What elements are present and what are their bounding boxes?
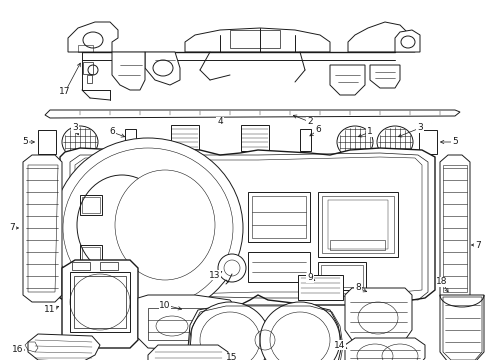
Polygon shape <box>187 305 341 360</box>
Text: 13: 13 <box>209 270 220 279</box>
Ellipse shape <box>218 254 245 282</box>
Bar <box>83 62 93 74</box>
Bar <box>74 276 126 328</box>
Text: 16: 16 <box>12 346 24 355</box>
Polygon shape <box>45 110 459 118</box>
Bar <box>317 262 365 290</box>
Bar <box>247 192 309 242</box>
Text: 3: 3 <box>72 123 78 132</box>
Bar <box>72 262 90 270</box>
Bar <box>320 265 362 287</box>
Polygon shape <box>28 334 100 360</box>
Polygon shape <box>138 295 238 350</box>
Polygon shape <box>60 148 434 308</box>
Text: 8: 8 <box>354 284 360 292</box>
Bar <box>80 245 102 265</box>
Bar <box>297 275 342 300</box>
Bar <box>82 247 100 263</box>
Ellipse shape <box>336 126 372 158</box>
Text: 1: 1 <box>366 127 372 136</box>
Text: 6: 6 <box>314 126 320 135</box>
Ellipse shape <box>62 126 98 158</box>
Ellipse shape <box>376 126 412 158</box>
Text: 2: 2 <box>306 117 312 126</box>
Ellipse shape <box>190 302 269 360</box>
Bar <box>321 196 393 253</box>
Bar <box>70 272 130 332</box>
Text: 18: 18 <box>435 278 447 287</box>
Bar <box>329 240 384 250</box>
Text: 4: 4 <box>217 117 223 126</box>
Text: 7: 7 <box>9 224 15 233</box>
Polygon shape <box>345 338 424 360</box>
Ellipse shape <box>63 148 232 308</box>
Bar <box>241 125 268 151</box>
Polygon shape <box>345 288 411 345</box>
Text: 14: 14 <box>334 341 345 350</box>
Polygon shape <box>439 155 469 302</box>
Bar <box>87 75 92 83</box>
Bar <box>171 125 199 151</box>
Ellipse shape <box>260 302 339 360</box>
Polygon shape <box>23 155 62 302</box>
Text: 5: 5 <box>22 138 28 147</box>
Ellipse shape <box>115 170 215 280</box>
Text: 6: 6 <box>109 127 115 136</box>
Bar <box>78 45 93 52</box>
Bar <box>124 129 135 151</box>
Bar <box>247 252 309 282</box>
Polygon shape <box>329 65 364 95</box>
Bar <box>148 308 229 340</box>
Text: 10: 10 <box>159 301 170 310</box>
Text: 17: 17 <box>59 87 71 96</box>
Polygon shape <box>148 345 227 360</box>
Bar <box>82 197 100 213</box>
Bar <box>317 192 397 257</box>
Polygon shape <box>145 52 180 85</box>
Polygon shape <box>439 295 483 360</box>
Polygon shape <box>394 30 419 52</box>
Text: 15: 15 <box>226 354 237 360</box>
Bar <box>251 196 305 238</box>
Bar <box>327 200 387 249</box>
Bar <box>80 195 102 215</box>
Polygon shape <box>68 22 118 52</box>
Bar <box>38 130 56 154</box>
Bar <box>299 129 310 151</box>
Text: 9: 9 <box>306 274 312 283</box>
Bar <box>100 262 118 270</box>
Text: 5: 5 <box>451 138 457 147</box>
Text: 11: 11 <box>44 306 56 315</box>
Text: 7: 7 <box>474 240 480 249</box>
Bar <box>229 30 280 48</box>
Ellipse shape <box>77 175 167 275</box>
Polygon shape <box>369 65 399 88</box>
Ellipse shape <box>53 138 243 318</box>
Text: 3: 3 <box>416 123 422 132</box>
Bar <box>418 130 436 154</box>
Polygon shape <box>112 52 145 90</box>
Polygon shape <box>62 260 138 348</box>
